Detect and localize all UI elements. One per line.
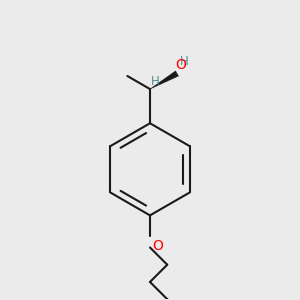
Text: H: H	[179, 55, 188, 68]
Text: O: O	[152, 238, 163, 253]
Polygon shape	[150, 71, 178, 89]
Text: H: H	[151, 75, 160, 88]
Text: O: O	[176, 58, 186, 72]
